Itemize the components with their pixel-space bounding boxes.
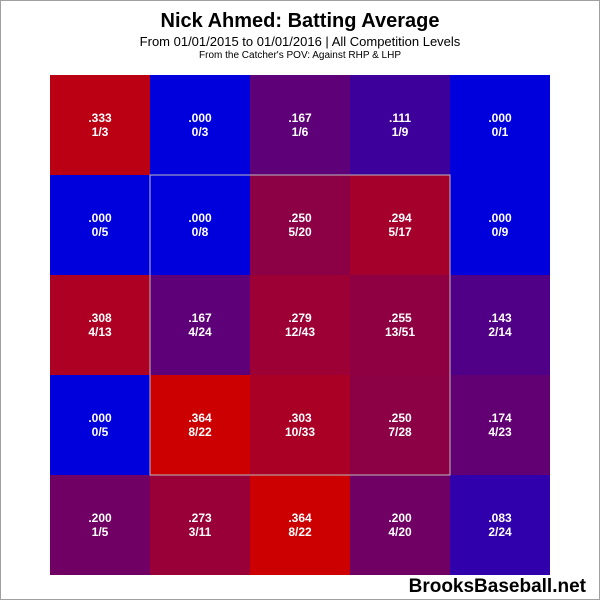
cell-avg-label: .000 (488, 211, 512, 225)
strike-zone-outline (149, 174, 451, 476)
cell-count-label: 8/22 (288, 525, 312, 539)
heatmap-cell-r2-c2 (250, 275, 350, 375)
cell-avg-label: .200 (88, 511, 112, 525)
heatmap-cell-r1-c1 (150, 175, 250, 275)
cell-avg-label: .303 (288, 411, 312, 425)
heatmap-cell-r0-c2 (250, 75, 350, 175)
cell-count-label: 1/3 (92, 125, 109, 139)
cell-count-label: 2/14 (488, 325, 512, 339)
heatmap-cell-r4-c4 (450, 475, 550, 575)
cell-avg-label: .111 (389, 111, 411, 125)
heatmap-cell-r0-c3 (350, 75, 450, 175)
heatmap-cell-r0-c4 (450, 75, 550, 175)
cell-count-label: 0/9 (492, 225, 509, 239)
cell-count-label: 8/22 (188, 425, 212, 439)
heatmap-cell-r2-c4 (450, 275, 550, 375)
cell-avg-label: .000 (188, 211, 212, 225)
heatmap-cell-r0-c0 (50, 75, 150, 175)
chart-subtitle-pov: From the Catcher's POV: Against RHP & LH… (199, 50, 401, 61)
cell-avg-label: .083 (488, 511, 512, 525)
cell-avg-label: .333 (88, 111, 112, 125)
cell-count-label: 12/43 (285, 325, 315, 339)
cell-avg-label: .174 (488, 411, 512, 425)
heatmap-cell-r4-c0 (50, 475, 150, 575)
cell-count-label: 4/23 (488, 425, 512, 439)
heatmap-cell-r2-c1 (150, 275, 250, 375)
cell-count-label: 0/3 (192, 125, 209, 139)
cell-count-label: 2/24 (488, 525, 512, 539)
heatmap-cell-r4-c2 (250, 475, 350, 575)
cell-count-label: 1/6 (292, 125, 309, 139)
cell-count-label: 13/51 (385, 325, 415, 339)
cell-count-label: 1/9 (392, 125, 409, 139)
heatmap-cell-r3-c0 (50, 375, 150, 475)
cell-avg-label: .250 (288, 211, 312, 225)
cell-avg-label: .000 (488, 111, 512, 125)
heatmap-cell-r1-c0 (50, 175, 150, 275)
cell-count-label: 0/5 (92, 425, 109, 439)
heatmap-cell-r3-c4 (450, 375, 550, 475)
cell-avg-label: .364 (188, 411, 212, 425)
cell-avg-label: .273 (188, 511, 212, 525)
chart-subtitle: From 01/01/2015 to 01/01/2016 | All Comp… (139, 34, 461, 49)
cell-avg-label: .000 (88, 411, 112, 425)
heatmap-cell-r3-c1 (150, 375, 250, 475)
heatmap-cell-r1-c2 (250, 175, 350, 275)
heatmap-cell-r3-c3 (350, 375, 450, 475)
heatmap-cell-r4-c3 (350, 475, 450, 575)
cell-count-label: 10/33 (285, 425, 315, 439)
cell-count-label: 0/8 (192, 225, 209, 239)
cell-count-label: 0/1 (492, 125, 509, 139)
cell-avg-label: .294 (388, 211, 412, 225)
cell-count-label: 5/17 (388, 225, 412, 239)
cell-count-label: 0/5 (92, 225, 109, 239)
cell-avg-label: .279 (288, 311, 312, 325)
cell-avg-label: .167 (188, 311, 212, 325)
cell-count-label: 4/20 (388, 525, 412, 539)
cell-avg-label: .250 (388, 411, 412, 425)
cell-avg-label: .143 (488, 311, 512, 325)
cell-avg-label: .167 (288, 111, 312, 125)
cell-avg-label: .000 (88, 211, 112, 225)
cell-count-label: 4/13 (88, 325, 112, 339)
cell-count-label: 1/5 (92, 525, 109, 539)
chart-title: Nick Ahmed: Batting Average (160, 10, 440, 32)
heatmap-cell-r1-c4 (450, 175, 550, 275)
heatmap-cell-r1-c3 (350, 175, 450, 275)
cell-count-label: 5/20 (288, 225, 312, 239)
cell-avg-label: .308 (88, 311, 112, 325)
heatmap-cell-r4-c1 (150, 475, 250, 575)
cell-count-label: 4/24 (188, 325, 212, 339)
cell-count-label: 3/11 (189, 525, 212, 539)
cell-avg-label: .200 (388, 511, 412, 525)
cell-avg-label: .364 (288, 511, 312, 525)
heatmap-cell-r0-c1 (150, 75, 250, 175)
heatmap-cell-r2-c3 (350, 275, 450, 375)
cell-avg-label: .255 (388, 311, 412, 325)
heatmap-cell-r2-c0 (50, 275, 150, 375)
cell-count-label: 7/28 (388, 425, 412, 439)
watermark: BrooksBaseball.net (408, 576, 586, 597)
heatmap-cell-r3-c2 (250, 375, 350, 475)
cell-avg-label: .000 (188, 111, 212, 125)
